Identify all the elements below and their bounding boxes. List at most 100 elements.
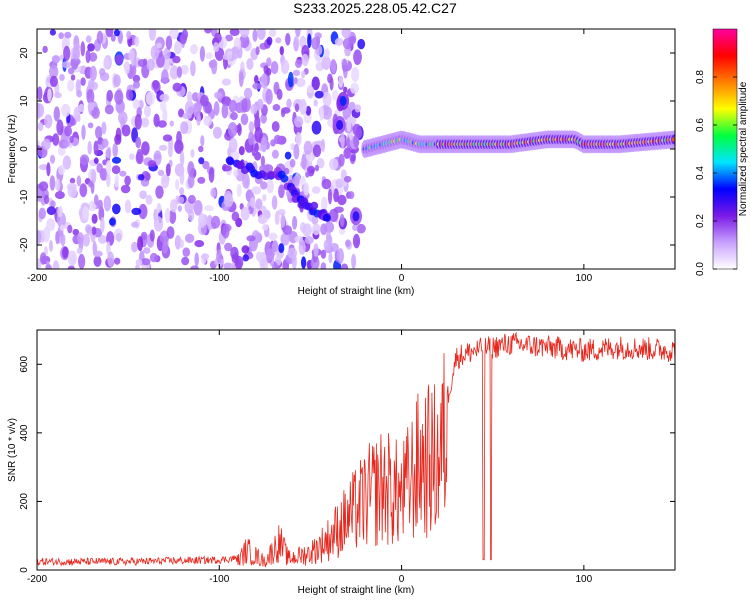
spectrogram-cell xyxy=(141,258,151,266)
spectrogram-cell xyxy=(139,190,148,199)
spectrogram-cell xyxy=(60,233,66,247)
spectrogram-cell xyxy=(62,140,71,148)
spectrogram-cell xyxy=(87,141,92,155)
spectrogram-cell xyxy=(295,59,302,68)
spectrogram-cell xyxy=(99,68,106,77)
spectrogram-cell xyxy=(58,32,64,40)
spectrogram-cell xyxy=(336,120,344,130)
spectrogram-cell xyxy=(37,121,44,132)
spectrogram-cell xyxy=(124,175,131,186)
spectrogram-y-tick-label: -20 xyxy=(19,237,30,252)
spectrogram-cell xyxy=(109,217,116,226)
spectrogram-cell xyxy=(69,177,76,184)
spectrogram-cell xyxy=(258,214,266,224)
spectrogram-cell xyxy=(120,184,131,194)
spectrogram-cell xyxy=(227,122,238,138)
chart-title: S233.2025.228.05.42.C27 xyxy=(293,0,457,16)
spectrogram-cell xyxy=(53,106,60,122)
snr-y-tick-label: 600 xyxy=(19,356,30,373)
spectrogram-cell xyxy=(295,29,301,38)
spectrogram-cell xyxy=(113,29,120,37)
spectrogram-cell xyxy=(88,200,96,212)
spectrogram-cell xyxy=(307,33,312,48)
spectrogram-cell xyxy=(339,96,347,106)
colorbar-tick-label: 0.6 xyxy=(695,118,706,132)
snr-x-tick-label: -100 xyxy=(209,574,229,585)
spectrogram-cell xyxy=(145,91,156,106)
spectrogram-cell xyxy=(330,58,337,74)
spectrogram-cell xyxy=(275,37,282,44)
spectrogram-cell xyxy=(321,55,331,70)
spectrogram-cell xyxy=(221,103,229,119)
spectrogram-cell xyxy=(204,205,214,212)
spectrogram-cell xyxy=(279,46,284,56)
spectrogram-cell xyxy=(86,89,95,105)
spectrogram-cell xyxy=(242,172,250,189)
spectrogram-cell xyxy=(331,90,339,101)
spectrogram-cell xyxy=(167,145,173,158)
spectrogram-cell xyxy=(133,80,140,89)
spectrogram-cell xyxy=(157,120,167,128)
snr-line-layer xyxy=(37,331,675,568)
spectrogram-cell xyxy=(272,104,281,111)
snr-y-ticks: 0 200 400 600 xyxy=(19,356,675,573)
spectrogram-cell xyxy=(176,130,182,145)
spectrogram-y-tick-label: 0 xyxy=(19,146,30,152)
spectrogram-cell xyxy=(312,223,321,236)
spectrogram-cell xyxy=(272,240,279,253)
spectrogram-cell xyxy=(62,246,69,259)
spectrogram-cell xyxy=(236,183,242,197)
colorbar-tick-label: 0.8 xyxy=(695,70,706,84)
spectrogram-cell xyxy=(298,239,306,255)
spectrogram-cell xyxy=(286,98,292,109)
spectrogram-cell xyxy=(153,216,164,232)
spectrogram-cell xyxy=(134,36,140,47)
spectrogram-cell xyxy=(96,163,103,174)
spectrogram-cell xyxy=(230,247,236,255)
spectrogram-cell xyxy=(55,231,60,245)
spectrogram-cell xyxy=(138,99,144,110)
spectrogram-cell xyxy=(197,176,206,184)
spectrogram-cell xyxy=(146,58,155,71)
spectrogram-cell xyxy=(284,151,292,160)
spectrogram-cell xyxy=(199,46,205,62)
spectrogram-cell xyxy=(50,200,56,208)
spectrogram-cell xyxy=(187,91,193,104)
spectrogram-cell xyxy=(135,136,142,149)
spectrogram-cell xyxy=(76,90,83,98)
spectrogram-cell xyxy=(187,173,195,189)
spectrogram-cell xyxy=(67,265,75,269)
spectrogram-cell xyxy=(69,135,74,144)
spectrogram-cell xyxy=(172,82,182,92)
spectrogram-cell xyxy=(323,48,330,58)
spectrogram-cell xyxy=(162,108,168,124)
spectrogram-cell xyxy=(262,194,267,202)
spectrogram-cell xyxy=(37,229,42,245)
spectrogram-cell xyxy=(37,145,42,156)
spectrogram-cell xyxy=(147,160,157,168)
spectrogram-cell xyxy=(190,265,199,269)
spectrogram-cell xyxy=(49,240,53,252)
spectrogram-cell xyxy=(278,243,285,254)
spectrogram-x-tick-label: -100 xyxy=(209,273,229,284)
spectrogram-cell xyxy=(59,224,65,231)
spectrogram-cell xyxy=(43,194,50,205)
spectrogram-cell xyxy=(221,224,230,239)
snr-y-tick-label: 200 xyxy=(19,493,30,510)
spectrogram-cell xyxy=(190,149,195,158)
spectrogram-cell xyxy=(170,199,178,213)
spectrogram-cell xyxy=(113,257,121,265)
spectrogram-cell xyxy=(61,61,72,69)
spectrogram-cell xyxy=(111,156,122,164)
spectrogram-cell xyxy=(255,251,264,262)
spectrogram-cell xyxy=(229,29,240,36)
spectrogram-cell xyxy=(180,121,189,135)
spectrogram-cell xyxy=(316,157,325,169)
spectrogram-cell xyxy=(72,228,80,236)
spectrogram-cell xyxy=(96,30,104,45)
spectrogram-cell xyxy=(156,203,162,213)
spectrogram-cell xyxy=(339,227,346,235)
spectrogram-cell xyxy=(106,171,111,188)
spectrogram-cell xyxy=(246,58,254,70)
